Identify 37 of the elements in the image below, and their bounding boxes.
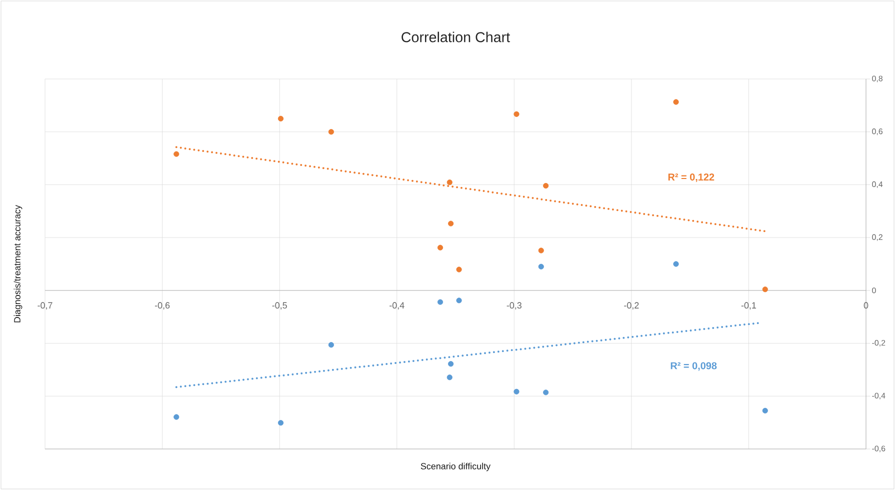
point [448, 220, 454, 226]
point [437, 244, 444, 250]
point [673, 99, 679, 105]
point [514, 111, 520, 117]
x-tick-label: -0,3 [506, 302, 522, 310]
point [456, 298, 462, 304]
point [328, 129, 334, 135]
x-tick-label: -0,2 [624, 302, 639, 310]
point [174, 151, 180, 157]
point [437, 299, 444, 305]
annotation: R² = 0,098 [670, 362, 717, 371]
x-tick-label: 0 [864, 302, 868, 309]
point [446, 180, 452, 186]
x-axis-title: Scenario difficulty [420, 462, 491, 472]
point [538, 248, 544, 254]
point [673, 261, 679, 267]
point [543, 390, 549, 396]
annotation: R² = 0,122 [668, 174, 714, 182]
x-tick-label: -0,1 [741, 302, 756, 310]
point [448, 361, 454, 367]
x-tick-label: -0,6 [154, 302, 170, 310]
point [514, 388, 520, 394]
x-tick-label: -0,4 [390, 302, 404, 310]
point [456, 266, 462, 272]
point [278, 420, 284, 426]
point [446, 374, 452, 380]
chart-title: Correlation Chart [402, 32, 510, 42]
point [278, 116, 284, 122]
point [174, 414, 180, 420]
x-tick-label: -0,7 [38, 302, 52, 310]
point [543, 182, 549, 189]
point [762, 286, 768, 292]
point [328, 342, 334, 348]
x-tick-label: -0,5 [272, 302, 287, 310]
point [762, 408, 768, 414]
y-axis-title: Diagnosis/treatment accuracy [14, 204, 22, 322]
point [538, 264, 544, 270]
